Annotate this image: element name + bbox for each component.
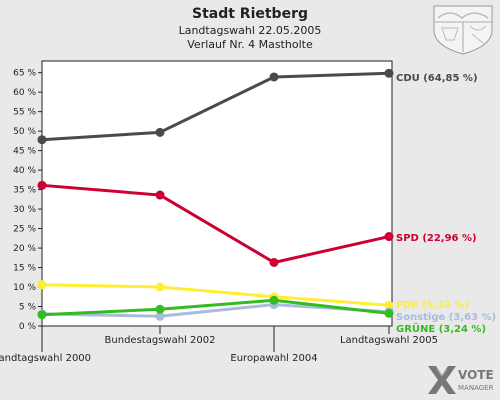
data-point [155, 282, 165, 292]
y-tick-label: 20 % [13, 244, 36, 254]
series-grne [37, 295, 394, 320]
y-tick-label: 15 % [13, 264, 36, 274]
data-point [37, 280, 47, 290]
nrw-coat-of-arms-icon [433, 5, 493, 55]
data-point [155, 311, 165, 321]
vote-manager-brand-line2: MANAGER [458, 384, 494, 392]
series-layer [37, 68, 394, 321]
data-point [269, 257, 279, 267]
chart-subtitle-date: Landtagswahl 22.05.2005 [179, 24, 322, 37]
y-tick-label: 45 % [13, 147, 36, 157]
series-line [41, 183, 390, 264]
y-tick-label: 60 % [13, 88, 36, 98]
y-tick-label: 0 % [19, 322, 37, 332]
y-tick-label: 35 % [13, 186, 36, 196]
series-labels: CDU (64,85 %) SPD (22,96 %) FDP (5,32 %)So… [396, 73, 496, 335]
series-end-label: CDU (64,85 %) [396, 73, 478, 84]
data-point [37, 135, 47, 145]
y-tick-label: 55 % [13, 108, 36, 118]
data-point [384, 300, 394, 310]
chart-subtitle-district: Verlauf Nr. 4 Mastholte [187, 38, 313, 51]
vote-manager-logo: VOTE MANAGER [428, 366, 494, 394]
vote-manager-brand-line1: VOTE [458, 368, 494, 382]
data-point [155, 190, 165, 200]
data-point [37, 180, 47, 190]
y-axis: 0 % 5 % 10 % 15 % 20 % 25 % 30 % 35 % 40 % 45 % 50… [13, 69, 42, 332]
y-tick-label: 40 % [13, 166, 36, 176]
x-category-label: Bundestagswahl 2002 [105, 335, 216, 346]
data-point [384, 68, 394, 78]
y-tick-label: 5 % [19, 303, 37, 313]
x-category-label: Europawahl 2004 [230, 353, 317, 364]
series-end-label: GRÜNE (3,24 %) [396, 321, 486, 335]
data-point [384, 232, 394, 242]
x-category-label: Landtagswahl 2005 [340, 335, 438, 346]
series-line [41, 71, 390, 142]
data-point [269, 72, 279, 82]
data-point [37, 310, 47, 320]
series-end-label: Sonstige (3,63 %) [396, 312, 496, 323]
x-axis: Landtagswahl 2000 Bundestagswahl 2002 Euro… [0, 326, 438, 364]
data-point [155, 127, 165, 137]
data-point [269, 295, 279, 305]
y-tick-label: 10 % [13, 283, 36, 293]
x-category-label: Landtagswahl 2000 [0, 353, 91, 364]
y-tick-label: 50 % [13, 127, 36, 137]
series-line [41, 298, 390, 317]
y-tick-label: 65 % [13, 69, 36, 79]
vote-manager-x-icon [428, 366, 456, 394]
series-spd [37, 180, 394, 267]
y-tick-label: 25 % [13, 225, 36, 235]
data-point [155, 304, 165, 314]
series-cdu [37, 68, 394, 145]
series-end-label: SPD (22,96 %) [396, 233, 477, 244]
series-end-label: FDP (5,32 %) [396, 300, 469, 311]
data-point [384, 308, 394, 318]
series-line [41, 283, 390, 307]
y-tick-label: 30 % [13, 205, 36, 215]
chart-title: Stadt Rietberg [192, 6, 308, 22]
